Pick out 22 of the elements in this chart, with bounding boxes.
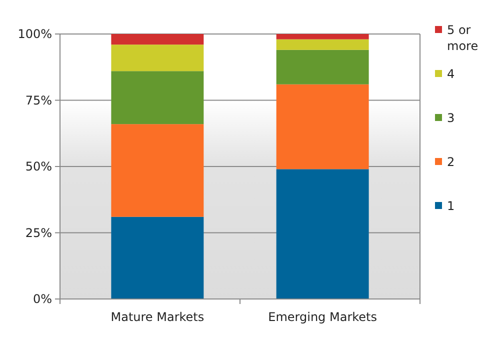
y-tick-label: 100% xyxy=(18,27,52,42)
bar xyxy=(111,44,204,72)
bar xyxy=(111,34,204,45)
bar xyxy=(276,169,369,299)
bar xyxy=(276,84,369,170)
y-tick-label: 0% xyxy=(32,292,52,306)
legend-label: 1 xyxy=(447,199,455,214)
legend-label: 3 xyxy=(447,111,455,126)
bar xyxy=(111,71,204,124)
y-tick-label: 50% xyxy=(25,160,52,174)
x-tick-label: Emerging Markets xyxy=(268,310,378,324)
bar xyxy=(111,124,204,217)
bar xyxy=(276,50,369,84)
legend-label: 2 xyxy=(447,155,455,170)
legend-label: 4 xyxy=(447,67,455,82)
legend-label: 5 or more xyxy=(447,23,478,53)
y-tick-label: 25% xyxy=(25,226,52,240)
x-tick-label: Mature Markets xyxy=(110,310,204,324)
bar xyxy=(276,34,369,40)
bar xyxy=(111,216,204,299)
bar xyxy=(276,39,369,50)
y-tick-label: 75% xyxy=(25,93,52,108)
